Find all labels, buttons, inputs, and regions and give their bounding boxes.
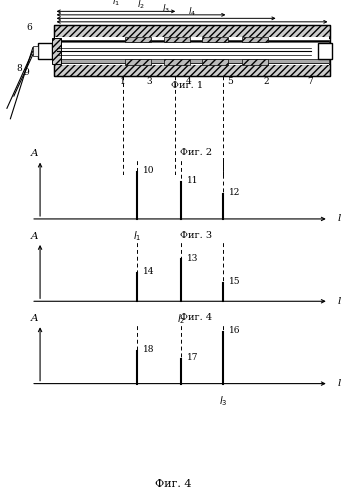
Text: 3: 3 [146, 77, 152, 86]
Text: $l_1$: $l_1$ [112, 0, 120, 8]
Text: Фиг. 4: Фиг. 4 [180, 313, 212, 322]
Text: 17: 17 [187, 353, 199, 362]
Text: $l_3$: $l_3$ [162, 2, 170, 15]
Bar [164, 37, 190, 42]
Text: 14: 14 [143, 267, 154, 276]
Text: 7: 7 [307, 77, 312, 86]
Text: 6: 6 [27, 23, 32, 32]
Bar [125, 37, 151, 42]
Text: $l_4$: $l_4$ [188, 6, 196, 18]
Bar [202, 37, 228, 42]
Bar [55, 39, 329, 43]
Text: l: l [338, 297, 341, 306]
Text: l: l [338, 379, 341, 388]
Text: A: A [30, 314, 38, 323]
Bar [54, 25, 330, 37]
Bar [242, 59, 268, 65]
Text: 18: 18 [143, 345, 154, 354]
Text: 12: 12 [229, 188, 240, 197]
Bar [33, 46, 38, 56]
Text: Фиг. 2: Фиг. 2 [180, 148, 212, 157]
Text: l: l [338, 215, 341, 224]
Bar [54, 64, 330, 76]
Bar [202, 59, 228, 65]
Text: 4: 4 [186, 77, 191, 86]
Bar [318, 43, 332, 59]
Bar [54, 25, 330, 76]
Bar [125, 59, 151, 65]
Bar [55, 43, 329, 59]
Text: $l_3$: $l_3$ [219, 394, 227, 408]
Bar [242, 37, 268, 42]
Text: Фиг. 4: Фиг. 4 [155, 479, 191, 489]
Text: 13: 13 [187, 253, 199, 263]
Text: 8: 8 [16, 64, 22, 73]
Bar [55, 59, 329, 62]
Text: Фиг. 3: Фиг. 3 [180, 231, 212, 240]
Text: 10: 10 [143, 166, 154, 176]
Text: 2: 2 [264, 77, 269, 86]
Text: 9: 9 [23, 68, 29, 77]
Text: 1: 1 [120, 77, 126, 86]
Text: $l_2$: $l_2$ [177, 312, 185, 326]
Text: 16: 16 [229, 326, 240, 335]
Bar [55, 37, 329, 65]
Bar [52, 37, 61, 64]
Text: 5: 5 [227, 77, 233, 86]
Text: A: A [30, 149, 38, 159]
Text: A: A [30, 232, 38, 241]
Text: 11: 11 [187, 176, 199, 185]
Text: $l_1$: $l_1$ [133, 230, 141, 244]
Text: $l_2$: $l_2$ [137, 0, 145, 11]
Text: Фиг. 1: Фиг. 1 [171, 81, 203, 90]
Bar [38, 43, 52, 59]
Bar [164, 59, 190, 65]
Text: 15: 15 [229, 277, 240, 286]
